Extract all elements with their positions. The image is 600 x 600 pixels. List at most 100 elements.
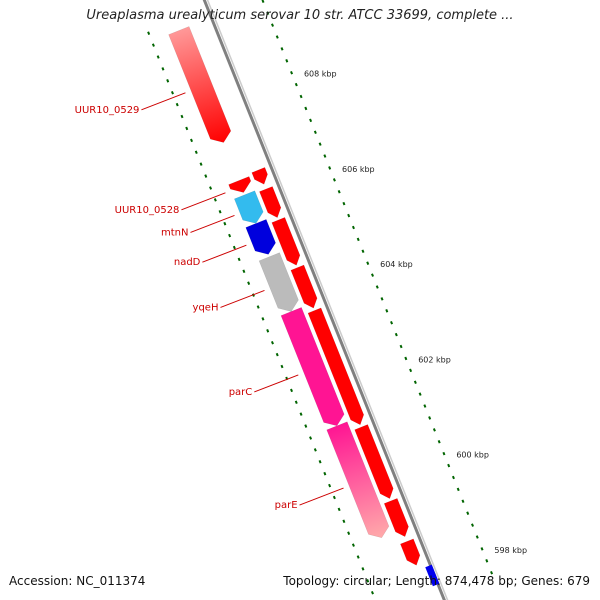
- scale-tick: [280, 47, 284, 51]
- backbone-line: [202, 0, 446, 600]
- inner-tick: [270, 340, 274, 345]
- gene-leader-line: [190, 214, 235, 233]
- scale-tick: [428, 416, 432, 420]
- inner-tick: [232, 245, 236, 250]
- inner-tick: [351, 543, 355, 547]
- inner-tick: [370, 590, 374, 595]
- inner-tick: [328, 483, 332, 488]
- scale-tick: [394, 332, 398, 337]
- inner-tick: [356, 555, 360, 559]
- scale-tick: [313, 130, 317, 134]
- topology-text: Topology: circular; Length: 874,478 bp; …: [283, 574, 590, 588]
- forward-gene-arrow[interactable]: [354, 424, 394, 499]
- gene-arrow-yqeh[interactable]: [258, 252, 299, 312]
- inner-tick: [309, 436, 313, 440]
- inner-tick: [299, 412, 303, 416]
- inner-tick: [170, 90, 174, 95]
- scale-tick: [299, 94, 303, 99]
- scale-tick: [475, 535, 479, 539]
- forward-gene-arrow[interactable]: [383, 498, 409, 538]
- inner-tick: [194, 150, 198, 155]
- gene-arrow-mtnn[interactable]: [234, 190, 264, 224]
- inner-tick: [304, 424, 308, 428]
- gene-arrow-nadd[interactable]: [245, 219, 276, 255]
- scale-tick-label: 602 kbp: [418, 355, 451, 364]
- accession-text: Accession: NC_011374: [9, 574, 146, 588]
- scale-tick: [271, 23, 274, 27]
- inner-tick: [166, 79, 170, 83]
- inner-tick: [228, 233, 232, 238]
- scale-tick: [471, 523, 474, 527]
- forward-gene-arrow[interactable]: [259, 186, 282, 218]
- forward-gene-arrow[interactable]: [400, 538, 421, 566]
- inner-tick: [266, 329, 270, 333]
- scale-tick: [304, 106, 308, 111]
- scale-tick: [437, 439, 441, 444]
- gene-label[interactable]: nadD: [174, 257, 201, 268]
- inner-tick: [256, 305, 260, 309]
- scale-tick-label: 600 kbp: [456, 451, 489, 460]
- gene-arrow-uur10-0528[interactable]: [228, 176, 252, 193]
- inner-tick: [151, 43, 155, 47]
- scale-tick: [328, 166, 332, 170]
- gene-label[interactable]: parE: [275, 500, 298, 511]
- scale-tick: [442, 451, 446, 456]
- forward-gene-arrow[interactable]: [251, 167, 268, 185]
- backbone-marker: [425, 564, 440, 587]
- scale-tick: [351, 225, 355, 230]
- scale-tick: [490, 570, 494, 575]
- inner-tick: [261, 317, 265, 321]
- inner-tick: [332, 495, 336, 500]
- scale-tick: [375, 285, 379, 289]
- scale-tick: [285, 59, 289, 63]
- forward-gene-arrow[interactable]: [307, 307, 365, 426]
- inner-tick: [280, 364, 284, 369]
- forward-gene-arrow[interactable]: [271, 217, 301, 266]
- scale-tick: [371, 273, 374, 277]
- scale-tick: [399, 344, 403, 349]
- gene-label[interactable]: yqeH: [193, 302, 219, 313]
- scale-tick: [261, 0, 265, 4]
- inner-tick: [156, 55, 160, 59]
- gene-label[interactable]: UUR10_0528: [115, 205, 180, 216]
- inner-tick: [204, 174, 208, 178]
- scale-tick: [456, 487, 460, 492]
- inner-tick: [294, 400, 298, 405]
- inner-tick: [337, 507, 341, 512]
- scale-tick: [347, 213, 351, 218]
- scale-tick: [332, 178, 336, 182]
- gene-label[interactable]: UUR10_0529: [75, 105, 140, 116]
- scale-tick-label: 608 kbp: [304, 70, 337, 79]
- scale-tick: [409, 368, 413, 373]
- scale-tick-label: 606 kbp: [342, 165, 375, 174]
- scale-tick: [290, 70, 294, 75]
- scale-tick: [380, 297, 384, 301]
- gene-arrow-pare[interactable]: [326, 421, 390, 538]
- scale-tick: [413, 380, 417, 384]
- inner-tick: [209, 186, 213, 190]
- map-title: Ureaplasma urealyticum serovar 10 str. A…: [86, 8, 514, 23]
- inner-tick: [347, 531, 351, 535]
- scale-tick: [447, 463, 451, 468]
- inner-tick: [161, 67, 165, 71]
- scale-tick-label: 604 kbp: [380, 260, 413, 269]
- inner-tick: [323, 471, 327, 476]
- inner-tick: [190, 138, 194, 143]
- inner-tick: [242, 269, 246, 274]
- scale-tick: [342, 201, 346, 206]
- scale-tick: [461, 499, 465, 504]
- inner-tick: [361, 567, 365, 571]
- scale-tick: [385, 309, 389, 313]
- scale-tick: [309, 118, 313, 123]
- inner-tick: [175, 102, 179, 107]
- gene-arrow-uur10-0529[interactable]: [168, 26, 232, 143]
- gene-label[interactable]: parC: [229, 387, 253, 398]
- gene-label[interactable]: mtnN: [161, 227, 188, 238]
- forward-gene-arrow[interactable]: [290, 264, 318, 309]
- backbone-layer: [202, 0, 449, 600]
- gene-leader-line: [202, 244, 247, 263]
- inner-tick: [185, 126, 189, 131]
- gene-arrow-parc[interactable]: [280, 307, 345, 427]
